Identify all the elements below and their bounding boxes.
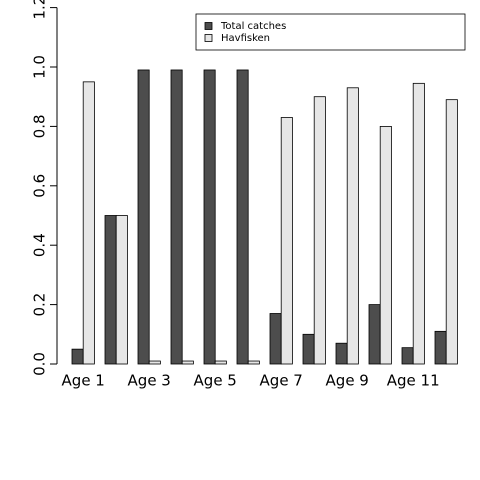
bar [434,330,447,365]
y-tick-label: 1.2 [31,0,49,20]
bar [346,87,359,365]
bar [302,333,315,365]
bar [71,348,84,365]
x-tick-label: Age 3 [128,372,171,390]
x-tick-label: Age 5 [194,372,237,390]
y-tick-label: 0.8 [31,114,49,138]
y-tick-label: 0.4 [31,233,49,257]
bar [368,304,381,365]
bar [247,360,260,365]
bar [115,215,128,365]
legend-box [195,13,466,51]
legend-swatch [204,22,213,30]
bar [401,347,414,365]
bar [335,342,348,365]
bar [214,360,227,365]
y-tick-label: 0.2 [31,293,49,317]
bar [170,69,183,365]
bar [269,313,282,365]
legend-label: Total catches [220,21,286,32]
bar [148,360,161,365]
bar [236,69,249,365]
bar [181,360,194,365]
x-tick-label: Age 11 [387,372,440,390]
y-tick-label: 1.0 [31,55,49,79]
bar [104,215,117,365]
y-tick-label: 0.6 [31,174,49,198]
bar [379,126,392,365]
bar [445,99,458,365]
bar [82,81,95,365]
legend-label: Havfisken [221,33,270,44]
legend-swatch [204,34,213,42]
y-tick-label: 0.0 [31,352,49,376]
bar [203,69,216,365]
bar [280,117,293,365]
x-tick-label: Age 7 [260,372,303,390]
bar [313,96,326,365]
x-tick-label: Age 1 [62,372,105,390]
bar [137,69,150,365]
x-tick-label: Age 9 [326,372,369,390]
bar [412,82,425,365]
